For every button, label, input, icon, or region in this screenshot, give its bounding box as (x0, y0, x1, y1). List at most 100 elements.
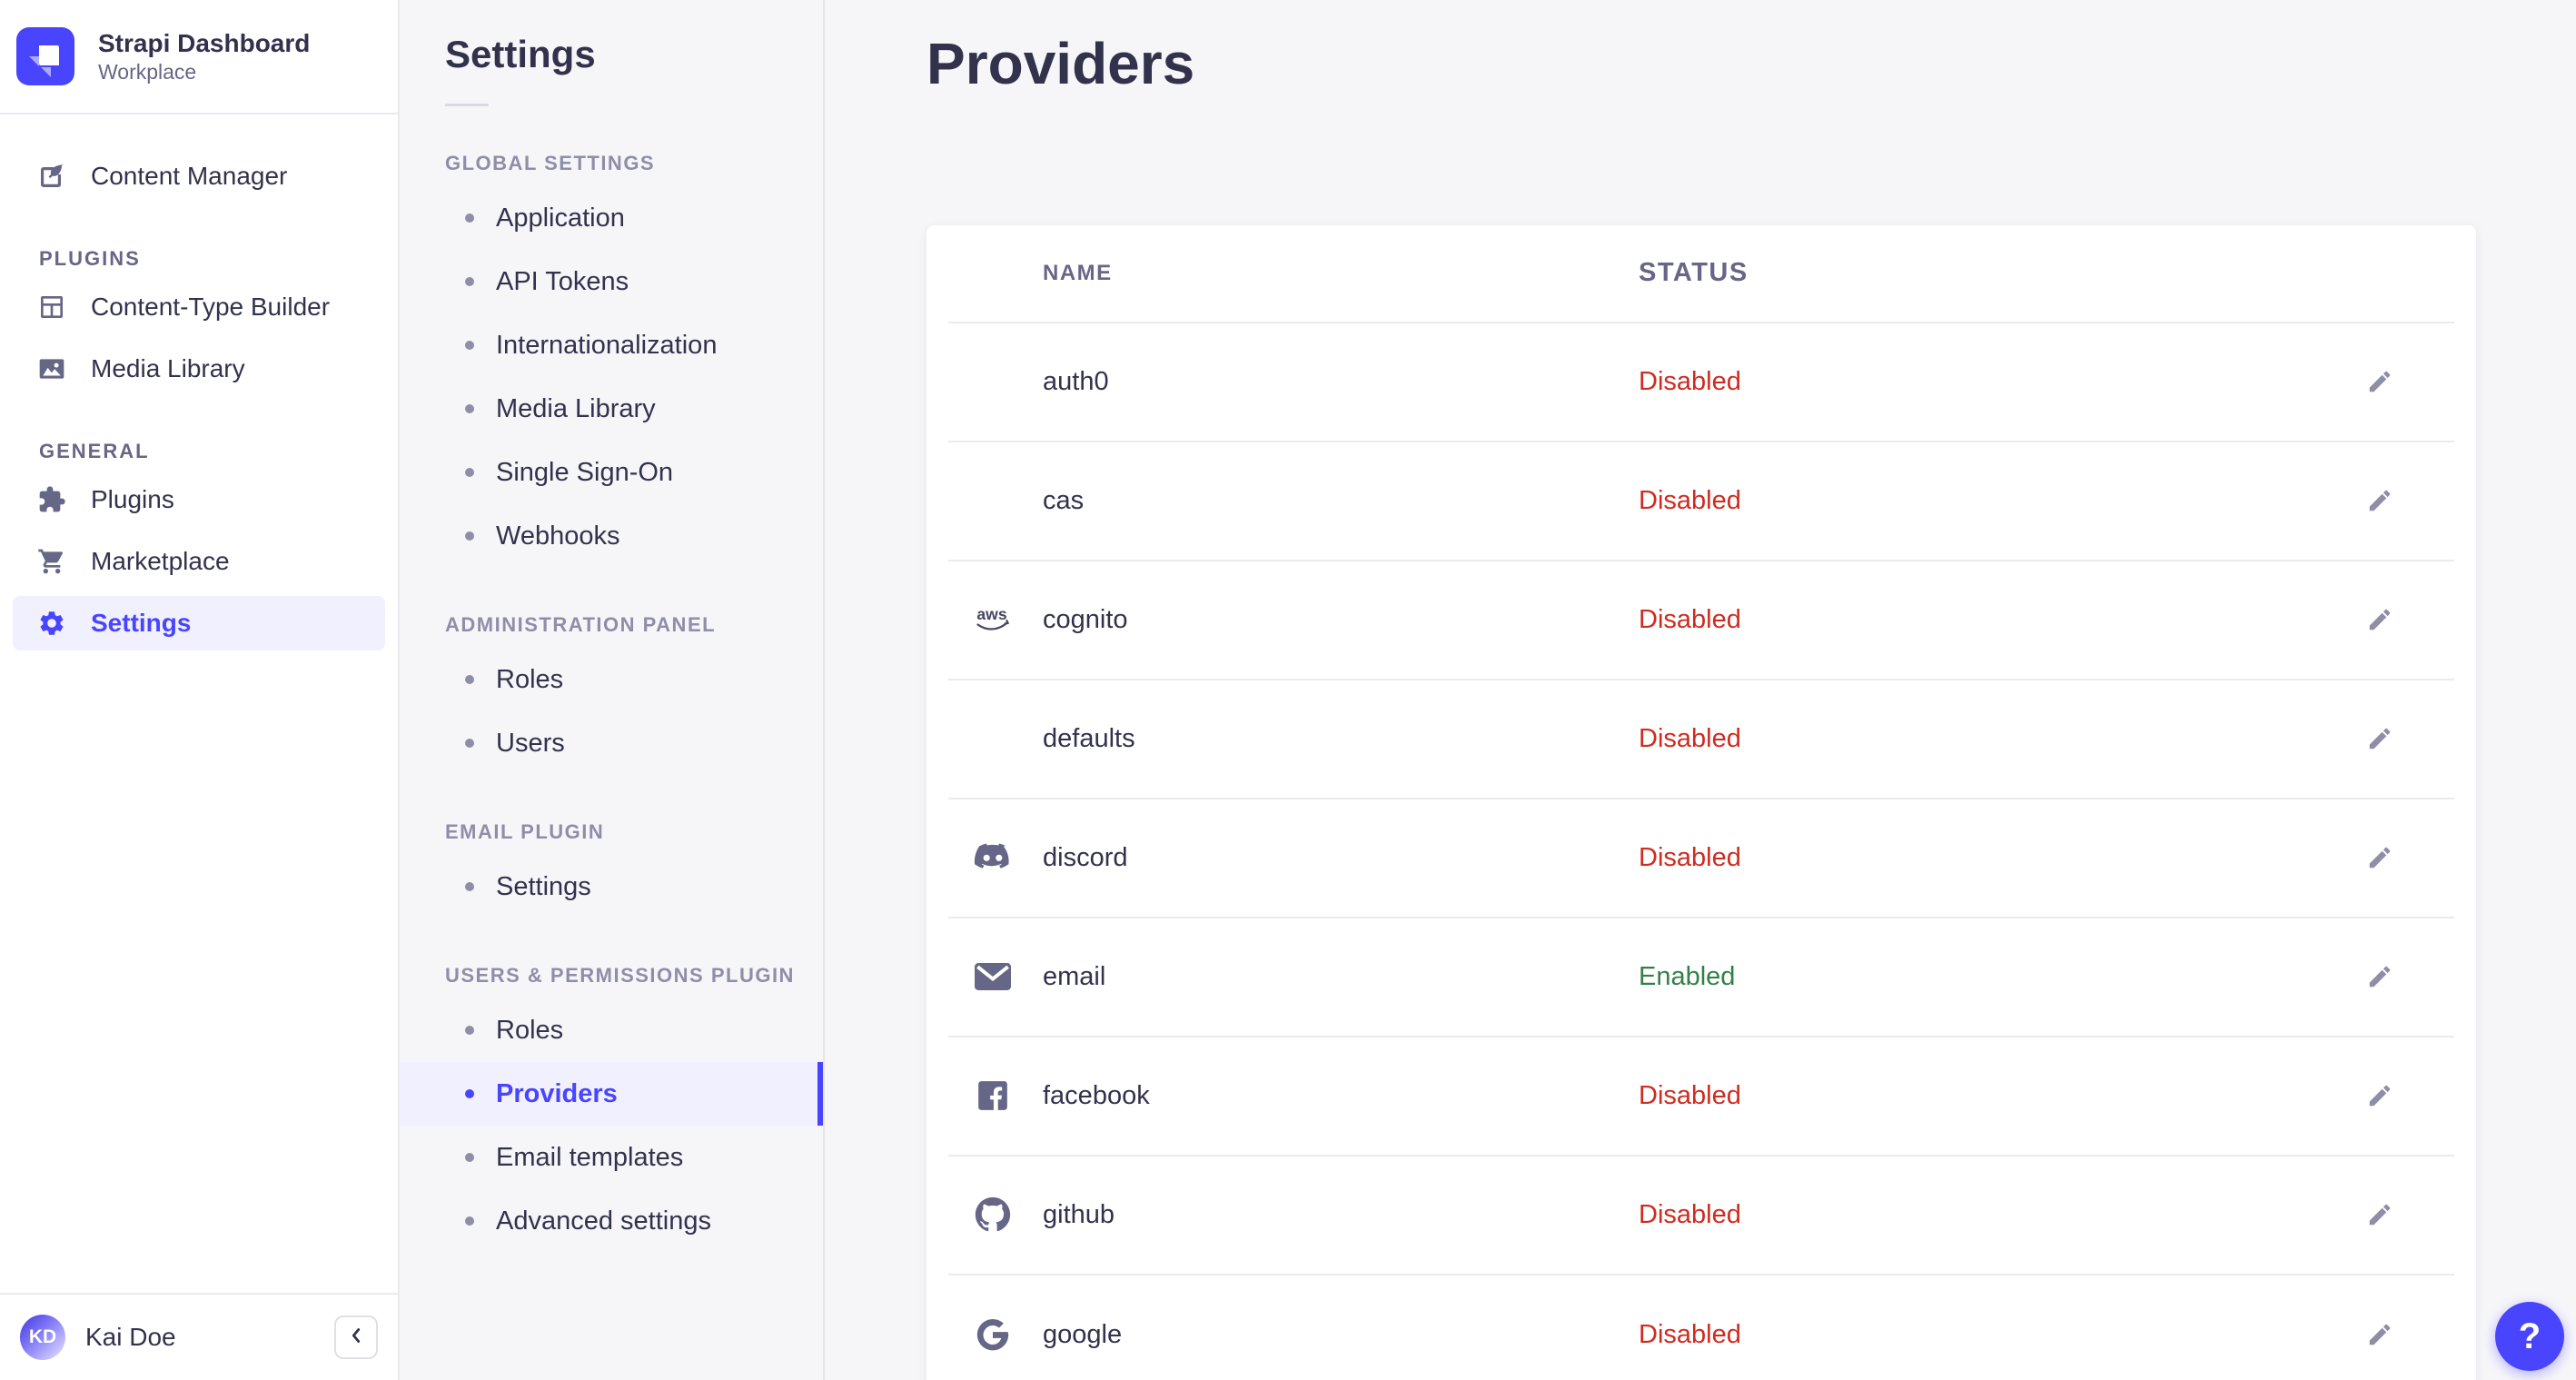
sidebar-item-media-library[interactable]: Media Library (13, 342, 385, 396)
sidebar-item-marketplace[interactable]: Marketplace (13, 534, 385, 589)
subnav-item-label: Roles (496, 664, 564, 694)
bullet-icon (465, 1026, 474, 1035)
status-badge: Disabled (1639, 485, 1741, 515)
subnav-item-email-templates[interactable]: Email templates (400, 1126, 823, 1189)
subnav-item-label: Internationalization (496, 330, 718, 360)
sidebar-item-content-type-builder[interactable]: Content-Type Builder (13, 280, 385, 334)
main-sidebar: Strapi Dashboard Workplace Content Manag… (0, 0, 400, 1380)
subnav-item-label: Media Library (496, 393, 656, 423)
table-row-email[interactable]: email Enabled (948, 918, 2454, 1037)
svg-text:aws: aws (976, 605, 1006, 623)
sidebar-item-settings[interactable]: Settings (13, 596, 385, 650)
edit-provider-button[interactable] (2358, 717, 2402, 760)
edit-provider-button[interactable] (2358, 479, 2402, 522)
brand-text: Strapi Dashboard Workplace (98, 27, 310, 85)
discord-icon (972, 842, 1014, 873)
workspace-switcher[interactable]: Strapi Dashboard Workplace (0, 0, 398, 114)
bullet-icon (465, 882, 474, 891)
bullet-icon (465, 739, 474, 748)
sidebar-item-content-manager[interactable]: Content Manager (13, 149, 385, 204)
sidebar-item-label: Content-Type Builder (91, 293, 331, 321)
edit-provider-button[interactable] (2358, 598, 2402, 641)
subnav-item-media-library[interactable]: Media Library (400, 377, 823, 441)
puzzle-icon (36, 484, 67, 515)
status-badge: Disabled (1639, 1199, 1741, 1229)
subnav-item-admin-users[interactable]: Users (400, 711, 823, 775)
table-row-discord[interactable]: discord Disabled (948, 799, 2454, 918)
subnav-item-webhooks[interactable]: Webhooks (400, 504, 823, 568)
sidebar-section-plugins: PLUGINS (39, 247, 141, 270)
table-row-github[interactable]: github Disabled (948, 1157, 2454, 1276)
page-title: Providers (926, 31, 1195, 96)
avatar[interactable]: KD (20, 1315, 65, 1360)
subnav-item-application[interactable]: Application (400, 186, 823, 250)
subnav-section-global-settings: GLOBAL SETTINGS (445, 152, 656, 174)
subnav-item-api-tokens[interactable]: API Tokens (400, 250, 823, 313)
table-row-cognito[interactable]: aws cognito Disabled (948, 561, 2454, 680)
divider (445, 104, 489, 106)
strapi-logo-icon (16, 27, 74, 85)
sidebar-item-plugins[interactable]: Plugins (13, 472, 385, 527)
subnav-section-administration-panel: ADMINISTRATION PANEL (445, 613, 717, 636)
user-name: Kai Doe (85, 1323, 176, 1351)
chevron-left-icon (344, 1324, 368, 1352)
bullet-icon (465, 341, 474, 350)
edit-provider-button[interactable] (2358, 1193, 2402, 1236)
subnav-section-users-permissions-plugin: USERS & PERMISSIONS PLUGIN (445, 964, 795, 987)
providers-table: NAME STATUS auth0 Disabled cas Disabled (926, 224, 2476, 1380)
bullet-icon (465, 675, 474, 684)
sidebar-item-label: Marketplace (91, 547, 230, 575)
table-row-defaults[interactable]: defaults Disabled (948, 680, 2454, 799)
subnav-item-label: API Tokens (496, 266, 629, 296)
subnav-item-label: Roles (496, 1015, 564, 1045)
aws-icon: aws (972, 603, 1014, 636)
provider-name: cas (1043, 485, 1085, 515)
table-row-facebook[interactable]: facebook Disabled (948, 1037, 2454, 1157)
media-library-icon (36, 353, 67, 384)
subnav-item-up-roles[interactable]: Roles (400, 998, 823, 1062)
bullet-icon (465, 531, 474, 541)
status-badge: Disabled (1639, 366, 1741, 396)
provider-name: facebook (1043, 1080, 1150, 1110)
provider-name: defaults (1043, 723, 1135, 753)
workspace-name: Workplace (98, 60, 197, 84)
status-badge: Disabled (1639, 1080, 1741, 1110)
provider-name: github (1043, 1199, 1115, 1229)
status-badge: Disabled (1639, 842, 1741, 872)
edit-provider-button[interactable] (2358, 1313, 2402, 1356)
subnav-item-label: Users (496, 728, 565, 758)
provider-name: google (1043, 1319, 1123, 1349)
edit-provider-button[interactable] (2358, 1074, 2402, 1117)
table-row-auth0[interactable]: auth0 Disabled (948, 323, 2454, 442)
subnav-item-label: Advanced settings (496, 1206, 711, 1236)
subnav-item-label: Settings (496, 871, 591, 901)
edit-provider-button[interactable] (2358, 836, 2402, 879)
subnav-item-email-settings[interactable]: Settings (400, 855, 823, 918)
provider-name: auth0 (1043, 366, 1109, 396)
envelope-icon (972, 962, 1014, 991)
main-content: Providers NAME STATUS auth0 Disabled cas… (825, 0, 2576, 1380)
subnav-item-admin-roles[interactable]: Roles (400, 648, 823, 711)
edit-provider-button[interactable] (2358, 360, 2402, 403)
subnav-item-internationalization[interactable]: Internationalization (400, 313, 823, 377)
google-icon (972, 1316, 1014, 1353)
status-badge: Disabled (1639, 1319, 1741, 1349)
edit-provider-button[interactable] (2358, 955, 2402, 998)
subnav-item-label: Single Sign-On (496, 457, 674, 487)
subnav-item-advanced-settings[interactable]: Advanced settings (400, 1189, 823, 1253)
sidebar-nav: Content Manager PLUGINS Content-Type Bui… (0, 114, 398, 658)
subnav-item-single-sign-on[interactable]: Single Sign-On (400, 441, 823, 504)
sidebar-section-general: GENERAL (39, 440, 150, 462)
facebook-icon (972, 1078, 1014, 1113)
subnav-section-email-plugin: EMAIL PLUGIN (445, 820, 605, 843)
app-title: Strapi Dashboard (98, 29, 311, 58)
subnav-item-providers[interactable]: Providers (400, 1062, 823, 1126)
sidebar-item-label: Plugins (91, 485, 174, 513)
sidebar-item-label: Content Manager (91, 162, 288, 190)
help-button[interactable]: ? (2495, 1302, 2564, 1371)
collapse-sidebar-button[interactable] (334, 1315, 378, 1359)
table-row-cas[interactable]: cas Disabled (948, 442, 2454, 561)
bullet-icon (465, 1153, 474, 1162)
table-row-google[interactable]: google Disabled (948, 1276, 2454, 1380)
